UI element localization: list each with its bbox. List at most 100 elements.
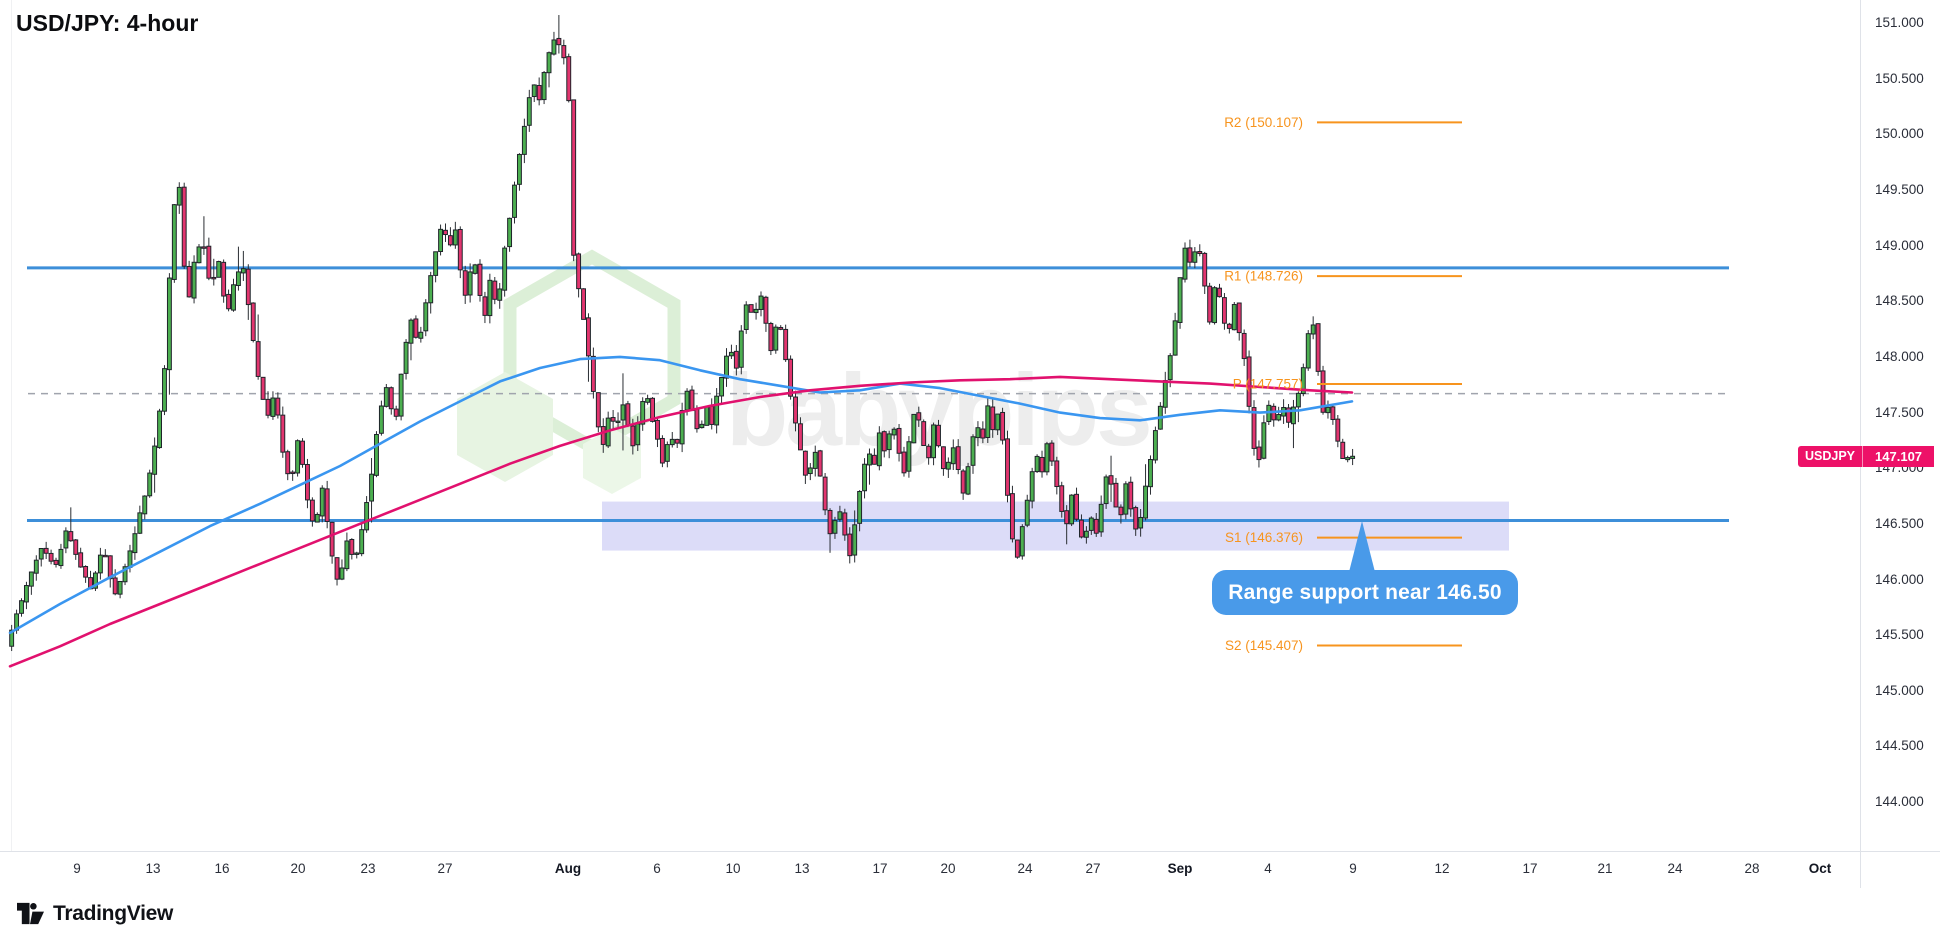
candle-body xyxy=(334,557,340,580)
candle-body xyxy=(625,403,631,426)
candle-body xyxy=(1034,455,1040,473)
range-support-callout[interactable]: Range support near 146.50 xyxy=(1212,570,1518,615)
candle-body xyxy=(1251,407,1257,449)
candle-body xyxy=(216,261,222,278)
candle-body xyxy=(595,392,601,428)
candle-body xyxy=(482,296,488,316)
time-axis[interactable]: 9 13 16 20 23 27 Aug 6 10 13 17 20 24 27 Sep 4 9 12 17 21 24… xyxy=(0,851,1940,889)
candle-body xyxy=(9,629,15,647)
candle-body xyxy=(561,45,567,59)
candle-body xyxy=(990,406,996,431)
ma-fast-line xyxy=(8,355,1354,635)
candle-body xyxy=(610,417,616,422)
candle-body xyxy=(655,419,660,440)
candle-body xyxy=(1187,247,1193,263)
candle-body xyxy=(960,470,966,494)
candle-body xyxy=(674,438,680,444)
candle-body xyxy=(1172,320,1178,356)
candle-body xyxy=(763,296,769,324)
candle-body xyxy=(1217,287,1222,298)
candle-body xyxy=(699,423,705,429)
candle-body xyxy=(945,461,951,470)
candle-body xyxy=(586,317,591,357)
candle-body xyxy=(1123,483,1129,515)
candle-body xyxy=(512,184,517,218)
last-price-tag: USDJPY 147.107 xyxy=(1798,445,1935,467)
candle-body xyxy=(186,265,192,298)
candle-body xyxy=(1093,518,1099,534)
candle-body xyxy=(955,446,961,471)
tradingview-logo[interactable]: TradingView xyxy=(16,900,173,927)
candle-body xyxy=(364,502,370,531)
price-axis[interactable]: 151.000 150.500 150.000 149.500 149.000 148.5… xyxy=(1860,0,1940,851)
candle-body xyxy=(1029,471,1035,502)
candle-body xyxy=(314,513,320,523)
candle-body xyxy=(393,408,399,417)
candle-body xyxy=(1345,457,1351,461)
pivot-label: R2 (150.107) xyxy=(1224,115,1303,130)
candle-body xyxy=(492,280,498,300)
candle-body xyxy=(536,84,542,101)
candle-body xyxy=(704,406,710,426)
candle-body xyxy=(83,565,89,578)
candle-body xyxy=(842,512,848,536)
candle-body xyxy=(738,330,744,368)
candle-body xyxy=(1108,475,1114,485)
candle-body xyxy=(147,472,153,497)
candle-body xyxy=(812,451,818,469)
candle-body xyxy=(226,293,232,310)
candle-body xyxy=(778,326,784,330)
candle-body xyxy=(38,547,44,560)
candle-body xyxy=(240,268,246,274)
candle-body xyxy=(443,229,448,236)
candle-body xyxy=(886,433,892,451)
candle-body xyxy=(418,331,424,339)
candle-body xyxy=(566,56,572,102)
candle-body xyxy=(497,288,503,301)
candle-body xyxy=(171,204,177,280)
candle-body xyxy=(19,600,24,614)
time-axis-label: 4 xyxy=(1264,861,1272,876)
candle-body xyxy=(1059,485,1065,512)
candle-body xyxy=(97,554,103,574)
candle-body xyxy=(191,261,197,299)
candle-body xyxy=(1133,507,1139,530)
candle-body xyxy=(1335,418,1341,442)
candle-body xyxy=(507,217,513,248)
candle-body xyxy=(768,322,774,352)
candle-body xyxy=(43,547,49,554)
babypips-hexagon-logo-watermark xyxy=(457,249,681,494)
time-axis-label: 12 xyxy=(1434,861,1450,876)
price-axis-label: 145.500 xyxy=(1875,627,1924,643)
candle-body xyxy=(645,398,651,403)
candle-body xyxy=(1330,406,1336,420)
candle-body xyxy=(176,186,182,206)
candle-body xyxy=(635,423,641,446)
time-axis-label: 20 xyxy=(290,861,306,876)
chart-left-border xyxy=(11,0,12,851)
candle-body xyxy=(349,539,355,555)
candle-body xyxy=(502,247,508,291)
candle-body xyxy=(339,567,345,580)
price-axis-label: 149.000 xyxy=(1875,237,1924,253)
candle-body xyxy=(1246,356,1252,407)
candle-body xyxy=(1167,355,1173,381)
candle-body xyxy=(1291,406,1296,425)
time-axis-label: Sep xyxy=(1167,861,1193,876)
support-zone-rectangle[interactable] xyxy=(602,501,1509,551)
candle-body xyxy=(398,373,404,417)
candle-body xyxy=(1300,367,1306,395)
candle-body xyxy=(162,368,167,412)
time-axis-label: Aug xyxy=(554,861,582,876)
candle-body xyxy=(916,412,922,421)
candle-body xyxy=(1098,503,1104,533)
time-axis-label: 23 xyxy=(360,861,376,876)
candle-body xyxy=(793,396,798,424)
candle-body xyxy=(817,450,823,477)
candle-body xyxy=(457,228,463,271)
candle-body xyxy=(1231,304,1237,331)
candle-body xyxy=(250,302,256,341)
price-axis-label: 150.500 xyxy=(1875,70,1924,86)
candle-body xyxy=(576,253,582,290)
candle-body xyxy=(1148,459,1153,488)
